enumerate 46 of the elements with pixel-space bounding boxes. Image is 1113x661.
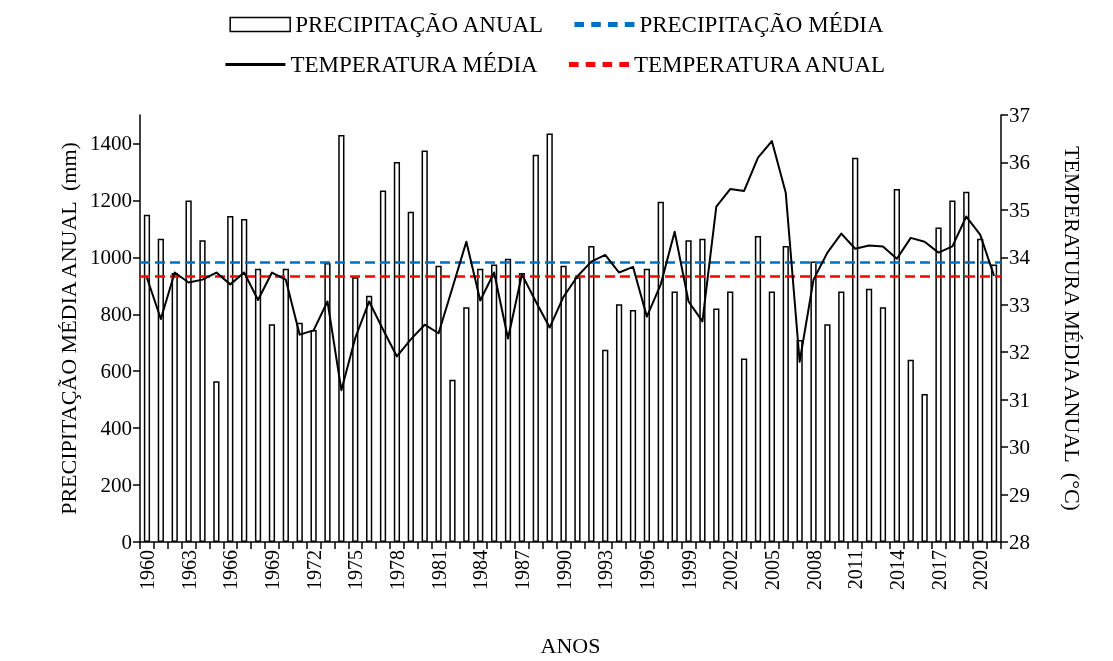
y2-axis-title: TEMPERATURA MÉDIA ANUAL (°C) bbox=[1059, 146, 1085, 511]
y-axis-title: PRECIPITAÇÃO MÉDIA ANUAL (mm) bbox=[55, 142, 81, 515]
y2-tick-label: 35 bbox=[1009, 197, 1030, 222]
y2-tick-label: 33 bbox=[1009, 292, 1030, 317]
legend-label: TEMPERATURA ANUAL bbox=[633, 52, 886, 77]
x-tick-label: 1972 bbox=[302, 550, 325, 590]
x-tick-label: 1969 bbox=[260, 550, 283, 590]
y2-tick-label: 29 bbox=[1009, 482, 1030, 507]
legend-label: PRECIPITAÇÃO MÉDIA bbox=[639, 12, 884, 37]
y-tick-label: 1400 bbox=[90, 131, 132, 156]
x-tick-label: 1981 bbox=[427, 550, 450, 590]
x-tick-label: 2020 bbox=[969, 550, 992, 590]
x-tick-label: 1966 bbox=[219, 550, 242, 590]
x-axis-title: ANOS bbox=[540, 632, 601, 658]
x-tick-label: 1984 bbox=[469, 550, 492, 590]
x-tick-label: 2011 bbox=[844, 550, 867, 590]
y-tick-label: 0 bbox=[121, 530, 132, 554]
x-tick-label: 1990 bbox=[552, 550, 575, 590]
y2-tick-label: 31 bbox=[1009, 387, 1030, 412]
y2-tick-label: 36 bbox=[1009, 150, 1030, 175]
x-tick-label: 1975 bbox=[344, 550, 367, 590]
legend-label: TEMPERATURA MÉDIA bbox=[290, 52, 539, 77]
x-tick-label: 2014 bbox=[885, 550, 908, 590]
y-tick-label: 800 bbox=[100, 302, 132, 327]
x-tick-label: 1987 bbox=[510, 550, 533, 590]
x-tick-label: 1960 bbox=[135, 550, 158, 590]
x-tick-label: 1963 bbox=[177, 550, 200, 590]
y-tick-label: 1000 bbox=[90, 245, 132, 270]
x-tick-label: 2005 bbox=[760, 550, 783, 590]
y2-tick-label: 34 bbox=[1009, 245, 1031, 270]
y-tick-label: 200 bbox=[100, 473, 132, 498]
x-tick-label: 1978 bbox=[385, 550, 408, 590]
x-tick-label: 1993 bbox=[594, 550, 617, 590]
y-tick-label: 1200 bbox=[90, 188, 132, 213]
x-tick-label: 2017 bbox=[927, 550, 950, 590]
y2-tick-label: 30 bbox=[1009, 435, 1030, 460]
x-tick-label: 2008 bbox=[802, 550, 825, 590]
y2-tick-label: 32 bbox=[1009, 340, 1030, 365]
y-tick-label: 400 bbox=[100, 416, 132, 441]
y-tick-label: 600 bbox=[100, 359, 132, 384]
y2-tick-label: 28 bbox=[1009, 530, 1030, 554]
y2-tick-label: 37 bbox=[1009, 103, 1030, 127]
x-tick-label: 2002 bbox=[719, 550, 742, 590]
legend-label: PRECIPITAÇÃO ANUAL bbox=[295, 12, 544, 37]
x-tick-label: 1996 bbox=[635, 550, 658, 590]
x-tick-label: 1999 bbox=[677, 550, 700, 590]
